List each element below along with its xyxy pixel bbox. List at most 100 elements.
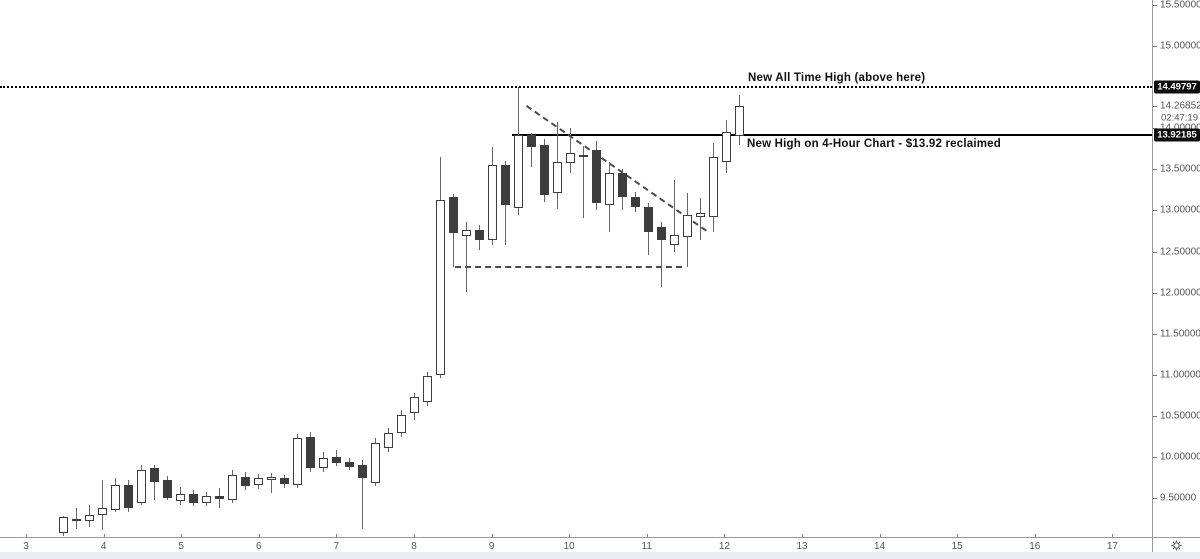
time-axis[interactable]: 3 4 5 6 7 8 9 10 11 12 13 14 15 16 17 — [0, 534, 1152, 552]
time-axis-tick — [414, 534, 415, 538]
time-axis-label: 14 — [874, 541, 886, 552]
time-axis-label: 15 — [951, 541, 963, 552]
candle-wick — [673, 179, 675, 253]
triangle-support-dashed-line[interactable] — [455, 266, 682, 269]
candle-body — [669, 235, 679, 245]
time-axis-label: 13 — [796, 541, 808, 552]
candle-body — [500, 165, 510, 205]
time-axis-label: 3 — [23, 541, 29, 552]
reclaim-price-badge: 13.92185 — [1154, 128, 1200, 142]
candle-body — [175, 493, 185, 502]
price-axis-label: 12.50000 — [1160, 246, 1200, 257]
candle-body — [396, 415, 406, 434]
time-axis-tick — [646, 534, 648, 538]
candle-body — [214, 495, 224, 499]
candle-body — [474, 230, 484, 240]
current-price-label: 14.26852 — [1160, 100, 1200, 112]
candle-body — [149, 467, 159, 482]
price-axis-label: 9.50000 — [1160, 492, 1197, 504]
candle-body — [123, 484, 133, 508]
candle-body — [539, 144, 549, 195]
time-axis-label: 12 — [718, 541, 730, 552]
candle-body — [305, 437, 315, 468]
candle-body — [435, 199, 445, 375]
time-axis-tick — [26, 534, 27, 538]
candle-body — [370, 443, 380, 484]
candle-body — [721, 132, 731, 162]
candle-body — [227, 475, 237, 500]
candle-body — [708, 156, 718, 217]
ath-dotted-line[interactable] — [0, 86, 1152, 89]
time-axis-tick — [879, 534, 881, 538]
candle-body — [643, 207, 653, 232]
price-axis[interactable]: 14.49797 13.92185 14.26852 02:47:19 15.5… — [1152, 0, 1200, 537]
candle-body — [513, 134, 523, 208]
candle-body — [695, 212, 705, 217]
chart-pane[interactable]: New All Time High (above here) New High … — [0, 0, 1152, 537]
candle-body — [266, 476, 276, 480]
price-axis-tick — [1153, 4, 1157, 6]
time-axis-tick — [569, 534, 571, 538]
candle-body — [136, 470, 146, 504]
candle-body — [344, 461, 354, 467]
price-axis-label: 11.00000 — [1160, 369, 1200, 381]
price-axis-label: 15.50000 — [1160, 0, 1200, 11]
candle-body — [279, 478, 289, 485]
reclaim-annotation-text[interactable]: New High on 4-Hour Chart - $13.92 reclai… — [747, 138, 1001, 150]
price-axis-tick — [1153, 46, 1157, 47]
time-axis-label: 7 — [333, 541, 340, 552]
candle-body — [422, 376, 432, 402]
candle-body — [188, 493, 198, 504]
candle-body — [682, 215, 692, 237]
candle-wick — [270, 472, 272, 494]
window-bottom-edge — [0, 552, 1200, 559]
price-axis-label: 10.00000 — [1160, 451, 1200, 463]
candle-body — [84, 514, 94, 522]
candle-body — [526, 134, 536, 148]
candle-body — [97, 507, 107, 515]
candle-body — [448, 197, 458, 234]
candle-wick — [153, 465, 155, 500]
candle-body — [110, 484, 120, 511]
candle-body — [253, 478, 263, 485]
price-axis-label: 13.00000 — [1160, 204, 1200, 216]
candle-body — [578, 154, 588, 157]
candle-body — [292, 438, 302, 485]
price-axis-tick — [1153, 292, 1157, 294]
time-axis-tick — [1112, 534, 1114, 538]
candle-body — [552, 161, 562, 194]
candle-body — [240, 476, 250, 486]
candle-wick — [569, 128, 571, 174]
candle-body — [656, 226, 666, 240]
candle-body — [383, 433, 393, 448]
candle-body — [71, 518, 81, 522]
time-axis-tick — [103, 534, 105, 538]
price-axis-tick — [1153, 498, 1157, 500]
ath-price-badge: 14.49797 — [1154, 80, 1200, 94]
candle-body — [162, 480, 172, 499]
candle-body — [461, 230, 471, 236]
price-axis-tick — [1153, 169, 1157, 171]
time-axis-tick — [802, 534, 803, 538]
price-axis-label: 13.50000 — [1160, 163, 1200, 175]
price-axis-tick — [1153, 333, 1157, 335]
candle-wick — [361, 460, 363, 529]
candle-body — [734, 106, 744, 136]
axis-settings-button[interactable] — [1170, 539, 1183, 552]
candle-close-countdown: 02:47:19 — [1161, 112, 1198, 124]
reclaim-solid-line[interactable] — [512, 133, 1152, 136]
candle-body — [591, 150, 601, 203]
time-axis-tick — [258, 534, 260, 538]
price-axis-tick — [1153, 374, 1157, 376]
candle-wick — [75, 507, 77, 529]
current-price-tick — [1153, 106, 1157, 108]
time-axis-label: 16 — [1029, 541, 1041, 552]
candle-body — [318, 457, 328, 468]
candle-wick — [465, 221, 467, 292]
time-axis-label: 9 — [488, 541, 495, 552]
candle-wick — [101, 480, 103, 531]
time-axis-label: 17 — [1106, 541, 1118, 552]
candle-body — [331, 457, 341, 463]
ath-annotation-text[interactable]: New All Time High (above here) — [748, 72, 926, 84]
